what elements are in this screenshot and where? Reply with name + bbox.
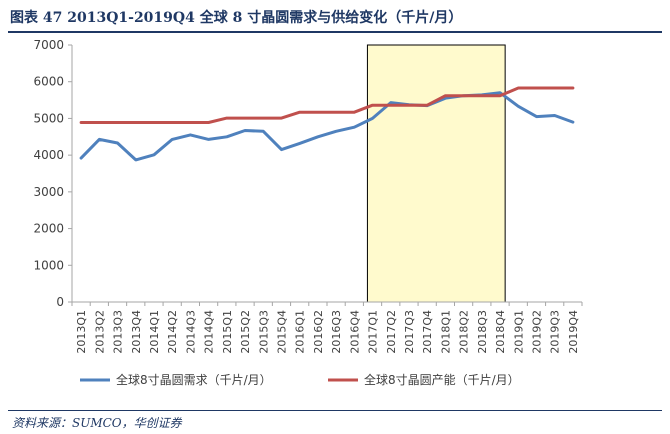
x-tick-label: 2017Q1 — [367, 310, 380, 354]
x-tick-label: 2019Q1 — [512, 310, 525, 354]
x-tick-label: 2015Q1 — [221, 310, 234, 354]
x-tick-label: 2013Q3 — [112, 310, 125, 354]
y-tick-label: 2000 — [33, 222, 64, 236]
x-tick-label: 2017Q2 — [385, 310, 398, 354]
highlight-region — [366, 44, 506, 303]
x-tick-label: 2019Q2 — [530, 310, 543, 354]
x-tick-label: 2016Q1 — [294, 310, 307, 354]
x-tick-label: 2014Q4 — [203, 310, 216, 354]
x-tick-label: 2014Q2 — [166, 310, 179, 354]
x-tick-label: 2016Q3 — [330, 310, 343, 354]
figure-title: 图表 47 2013Q1-2019Q4 全球 8 寸晶圆需求与供给变化（千片/月… — [10, 10, 463, 26]
x-tick-label: 2019Q3 — [549, 310, 562, 354]
x-tick-label: 2014Q3 — [184, 310, 197, 354]
x-tick-label: 2013Q4 — [130, 310, 143, 354]
capacity-series-line — [79, 86, 575, 124]
x-tick-label: 2016Q4 — [348, 310, 361, 354]
y-tick-label: 0 — [56, 295, 64, 309]
axes-layer: 0 1000 2000 3000 4000 5000 6000 7000 2013Q1 2013Q… — [33, 38, 583, 354]
source-note: 资料来源：SUMCO，华创证券 — [12, 416, 182, 430]
x-tick-label: 2015Q3 — [257, 310, 270, 354]
legend-layer: 全球8寸晶圆需求（千片/月） 全球8寸晶圆产能（千片/月） — [80, 372, 520, 387]
y-tick-label: 7000 — [33, 38, 64, 52]
y-tick-label: 1000 — [33, 258, 64, 272]
legend-label: 全球8寸晶圆产能（千片/月） — [364, 372, 520, 387]
line-chart: 0 1000 2000 3000 4000 5000 6000 7000 2013Q1 2013Q… — [33, 38, 583, 387]
x-tick-label: 2017Q3 — [403, 310, 416, 354]
y-tick-label: 6000 — [33, 75, 64, 89]
x-tick-label: 2016Q2 — [312, 310, 325, 354]
y-tick-label: 3000 — [33, 185, 64, 199]
legend-label: 全球8寸晶圆需求（千片/月） — [116, 372, 272, 387]
x-tick-label: 2013Q2 — [93, 310, 106, 354]
demand-series-line — [79, 91, 575, 162]
x-tick-label: 2018Q1 — [439, 310, 452, 354]
y-tick-label: 4000 — [33, 148, 64, 162]
source-rule — [8, 410, 662, 411]
highlight-region-layer — [366, 44, 506, 303]
x-tick-label: 2017Q4 — [421, 310, 434, 354]
series-layer — [79, 86, 575, 162]
x-tick-label: 2015Q4 — [275, 310, 288, 354]
x-tick-label: 2018Q2 — [458, 310, 471, 354]
x-tick-label: 2014Q1 — [148, 310, 161, 354]
x-tick-label: 2019Q4 — [567, 310, 580, 354]
y-tick-label: 5000 — [33, 111, 64, 125]
x-tick-label: 2018Q4 — [494, 310, 507, 354]
x-tick-label: 2015Q2 — [239, 310, 252, 354]
x-tick-label: 2018Q3 — [476, 310, 489, 354]
title-rule — [8, 31, 662, 33]
x-tick-label: 2013Q1 — [75, 310, 88, 354]
